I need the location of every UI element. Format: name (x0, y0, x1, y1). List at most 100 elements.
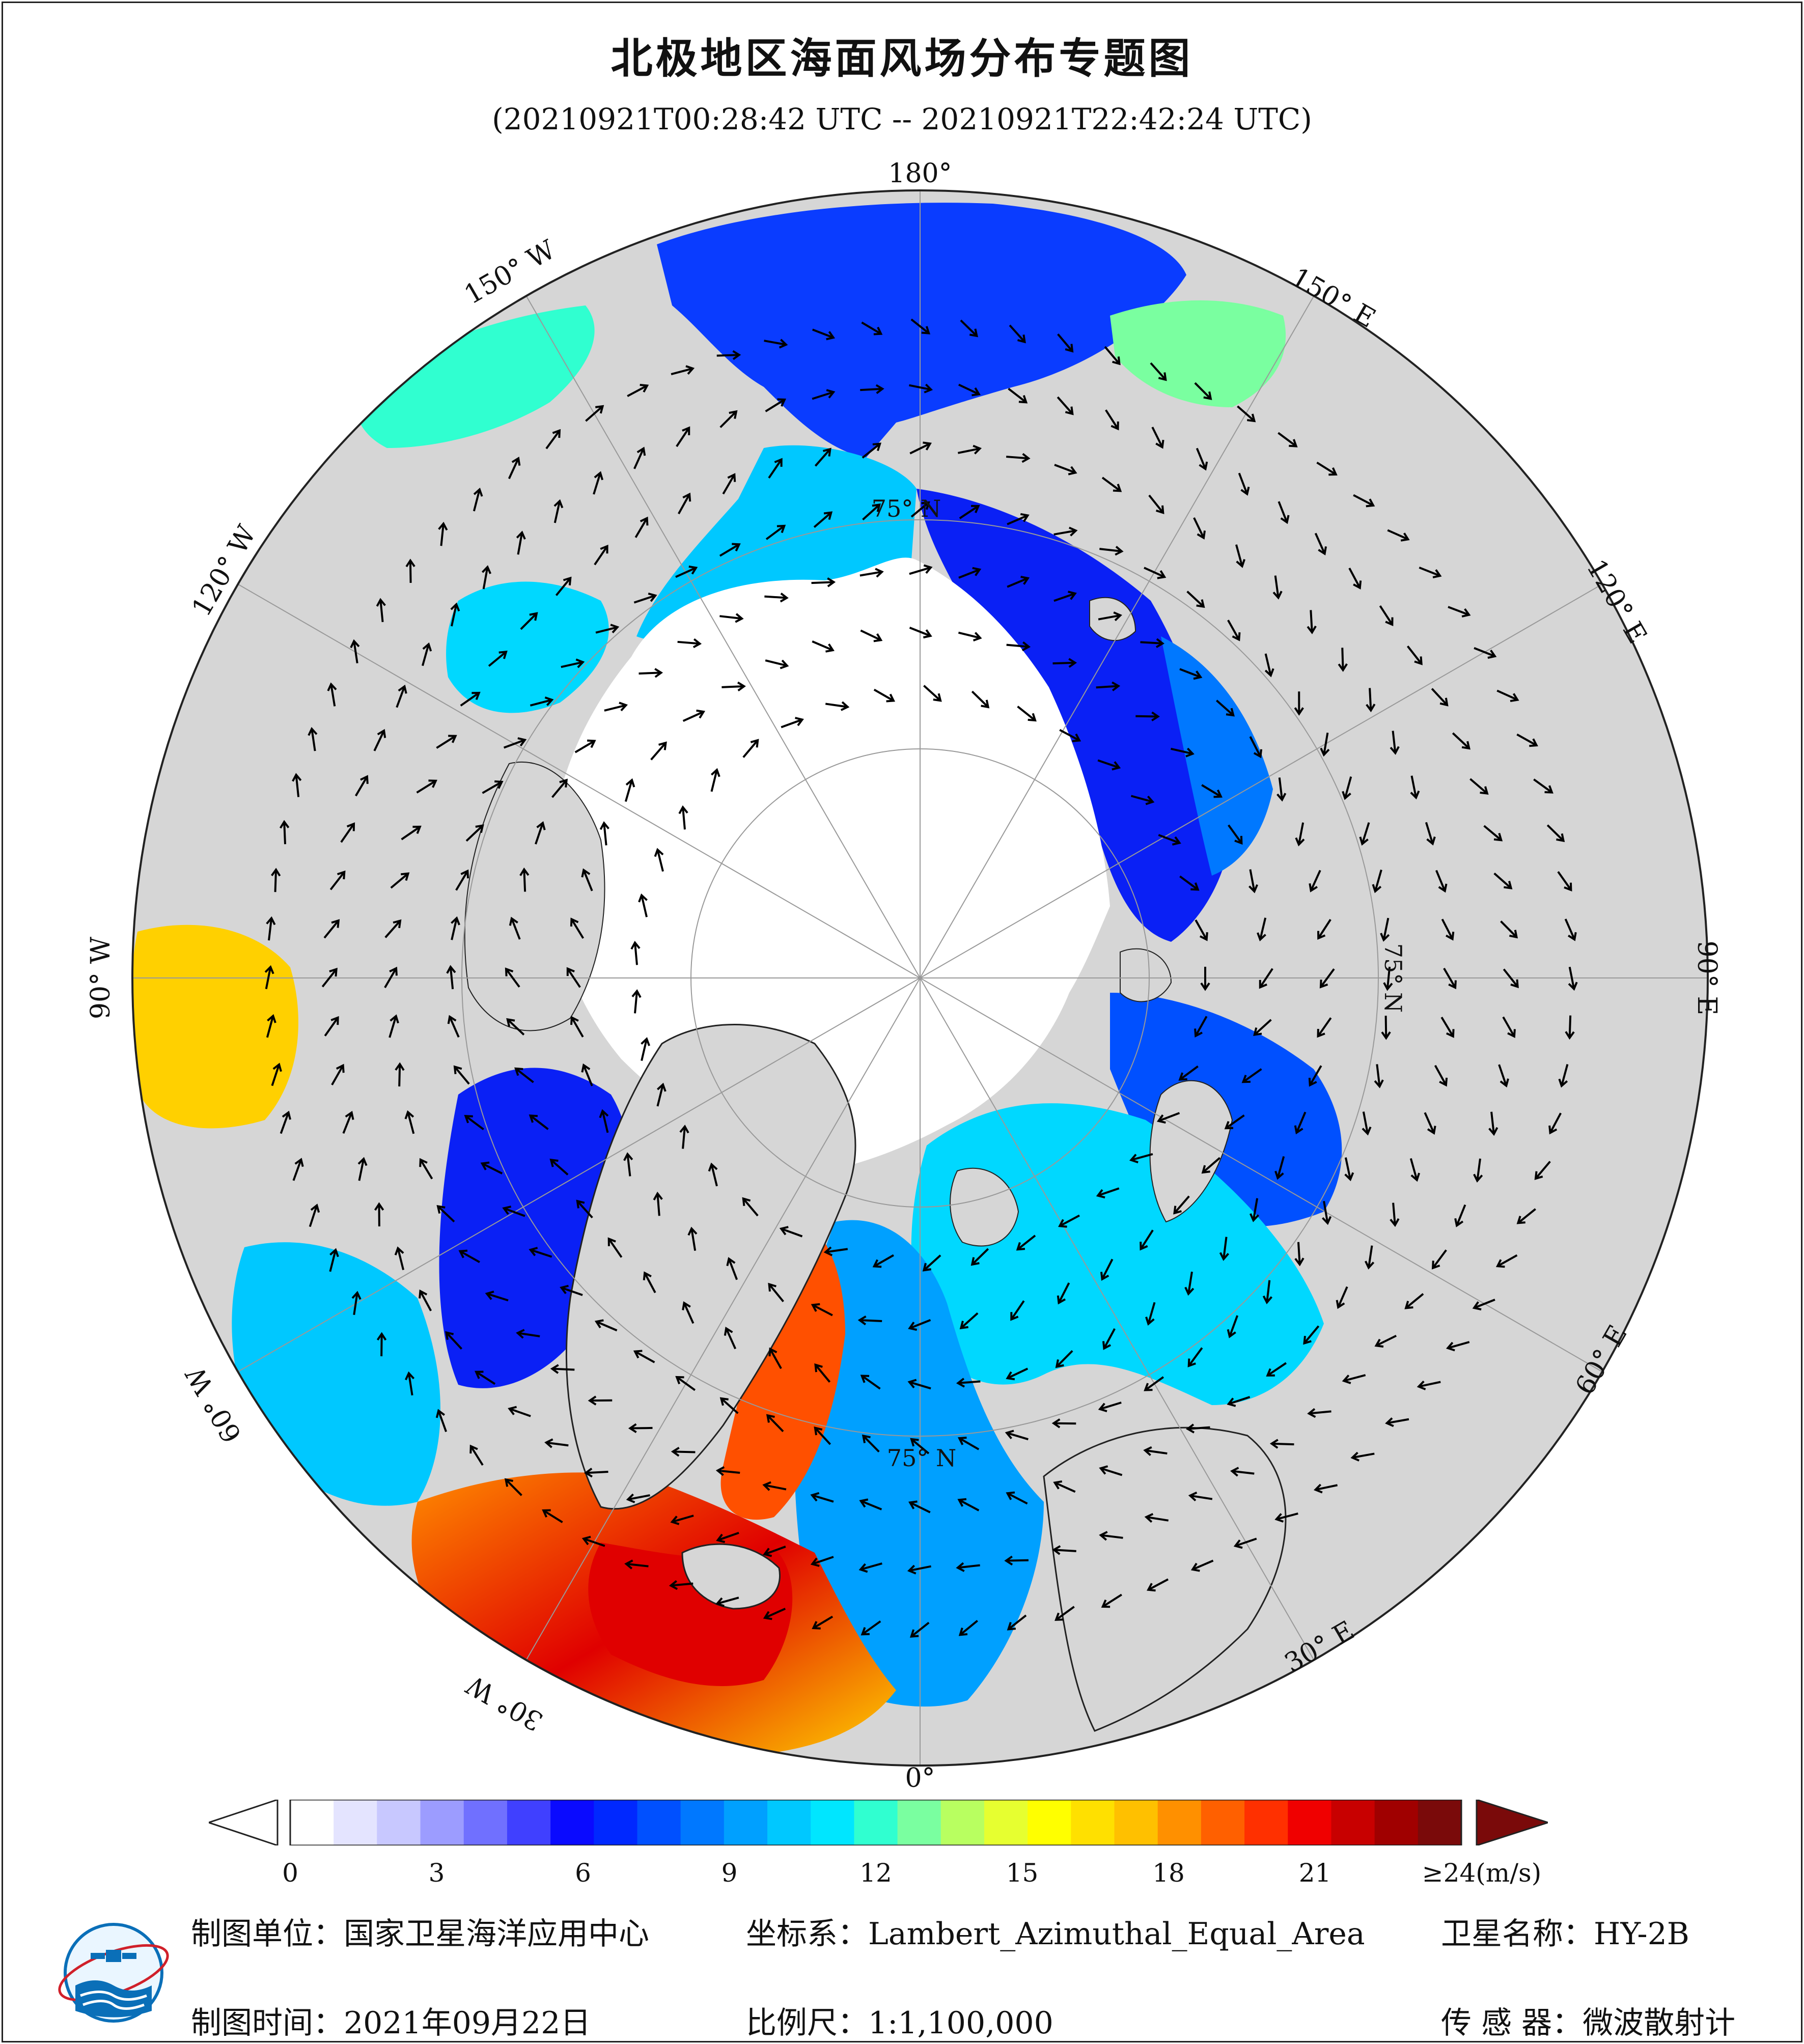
colorbar-cell (680, 1800, 725, 1845)
wind-arrow (1187, 1347, 1203, 1367)
wind-arrow (1350, 1451, 1375, 1462)
wind-arrow (623, 1152, 633, 1177)
wind-arrow (814, 447, 831, 467)
wind-arrow (1057, 396, 1074, 415)
wind-arrow (1099, 1465, 1123, 1476)
wind-arrow (1272, 575, 1283, 600)
wind-arrow (1227, 620, 1241, 641)
wind-arrow (862, 1434, 880, 1453)
wind-arrow (1053, 591, 1077, 602)
meridian-line (920, 977, 1315, 1661)
wind-arrow (779, 1226, 803, 1238)
wind-arrow (768, 458, 783, 479)
wind-arrow (862, 442, 882, 459)
wind-arrow (654, 848, 664, 872)
wind-arrow (1303, 1325, 1320, 1345)
wind-arrow (970, 1248, 989, 1266)
wind-arrow (1516, 733, 1538, 747)
meridian-line (920, 295, 1315, 978)
wind-arrow (957, 1437, 980, 1450)
wind-arrow (1135, 711, 1160, 721)
wind-arrow (324, 1016, 339, 1037)
wind-region-laptev (1161, 636, 1273, 876)
wind-arrow (594, 1319, 618, 1332)
wind-arrow (508, 456, 521, 480)
lon-label-60w: 60° W (180, 1361, 247, 1448)
wind-arrow (710, 768, 720, 792)
wind-arrow (1144, 1376, 1164, 1391)
wind-arrow (1278, 501, 1290, 524)
colorbar-tick-label: ≥24(m/s) (1422, 1858, 1542, 1888)
wind-region-hudson (132, 925, 298, 1129)
wind-arrow (585, 405, 604, 422)
wind-arrow (626, 1493, 650, 1503)
wind-arrow (1446, 1341, 1470, 1352)
wind-arrow (1276, 777, 1287, 802)
wind-arrow (909, 1621, 930, 1638)
wind-arrow (810, 1556, 834, 1567)
wind-arrow (1274, 1156, 1285, 1180)
wind-arrow (1557, 871, 1572, 892)
wind-arrow (958, 567, 982, 579)
colorbar-cell (1157, 1800, 1202, 1845)
wind-region-greenland-sea (720, 1222, 845, 1520)
wind-speed-colorbar (209, 1800, 1548, 1845)
wind-speed-field (132, 203, 1342, 1756)
wind-arrow (768, 1282, 784, 1302)
wind-arrow (1144, 1513, 1169, 1523)
wind-arrow (354, 775, 369, 797)
wind-arrow (331, 1063, 345, 1086)
wind-arrow (861, 321, 883, 335)
wind-arrow (1441, 918, 1455, 941)
wind-arrow (1469, 778, 1489, 795)
wind-arrow (1193, 517, 1206, 540)
colorbar-cell (724, 1800, 768, 1845)
wind-arrow (373, 729, 386, 751)
nsoas-logo (58, 1923, 169, 2023)
wind-arrow (1380, 917, 1390, 942)
wind-arrow (451, 916, 460, 940)
wind-arrow (810, 1492, 834, 1503)
colorbar-under-arrow (209, 1800, 279, 1845)
colorbar-cell (854, 1800, 898, 1845)
wind-arrow (1493, 873, 1513, 890)
wind-arrow (450, 602, 460, 627)
colorbar-cell (334, 1800, 378, 1845)
wind-arrow (405, 558, 415, 583)
wind-arrow (624, 1559, 649, 1570)
wind-arrow (1017, 706, 1037, 722)
wind-arrow (1188, 1491, 1213, 1502)
wind-arrow (505, 967, 520, 988)
wind-arrow (765, 524, 786, 540)
wind-arrow (1230, 1467, 1255, 1477)
wind-arrow (1147, 1578, 1169, 1592)
latitude-circle (461, 519, 1379, 1437)
land-severnaya-zemlya (1120, 948, 1172, 1002)
wind-arrow (1201, 1157, 1221, 1174)
colorbar-tick-label: 0 (282, 1858, 298, 1888)
colorbar-cell (1114, 1800, 1158, 1845)
wind-arrow (1495, 1254, 1518, 1268)
wind-arrow (1201, 784, 1223, 798)
wind-arrow (959, 505, 980, 519)
wind-arrow (1374, 1064, 1384, 1088)
wind-arrow (922, 1254, 941, 1272)
wind-arrow (1269, 1439, 1294, 1449)
wind-arrow (570, 1016, 584, 1038)
wind-arrow (1259, 968, 1273, 989)
wind-arrow (811, 577, 836, 587)
wind-arrow (1007, 576, 1030, 588)
wind-arrow (1344, 1157, 1354, 1182)
wind-arrow (825, 701, 850, 711)
wind-arrow (1007, 513, 1030, 525)
wind-arrow (971, 690, 990, 709)
wind-arrow (1533, 778, 1553, 794)
wind-arrow (958, 444, 982, 455)
wind-arrow (1053, 1480, 1076, 1493)
wind-arrow (1057, 333, 1074, 353)
wind-arrow (1253, 1019, 1272, 1036)
wind-arrow (768, 1347, 782, 1369)
wind-arrow (722, 473, 736, 495)
wind-arrow (1196, 447, 1208, 471)
wind-arrow (1404, 1293, 1424, 1309)
